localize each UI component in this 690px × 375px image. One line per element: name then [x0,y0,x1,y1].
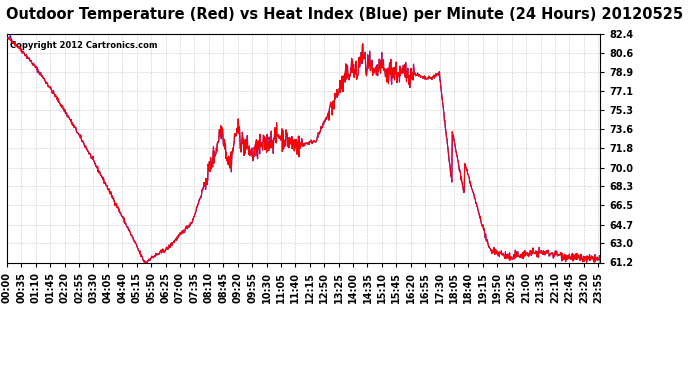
Text: Copyright 2012 Cartronics.com: Copyright 2012 Cartronics.com [10,40,157,50]
Text: Outdoor Temperature (Red) vs Heat Index (Blue) per Minute (24 Hours) 20120525: Outdoor Temperature (Red) vs Heat Index … [6,8,684,22]
